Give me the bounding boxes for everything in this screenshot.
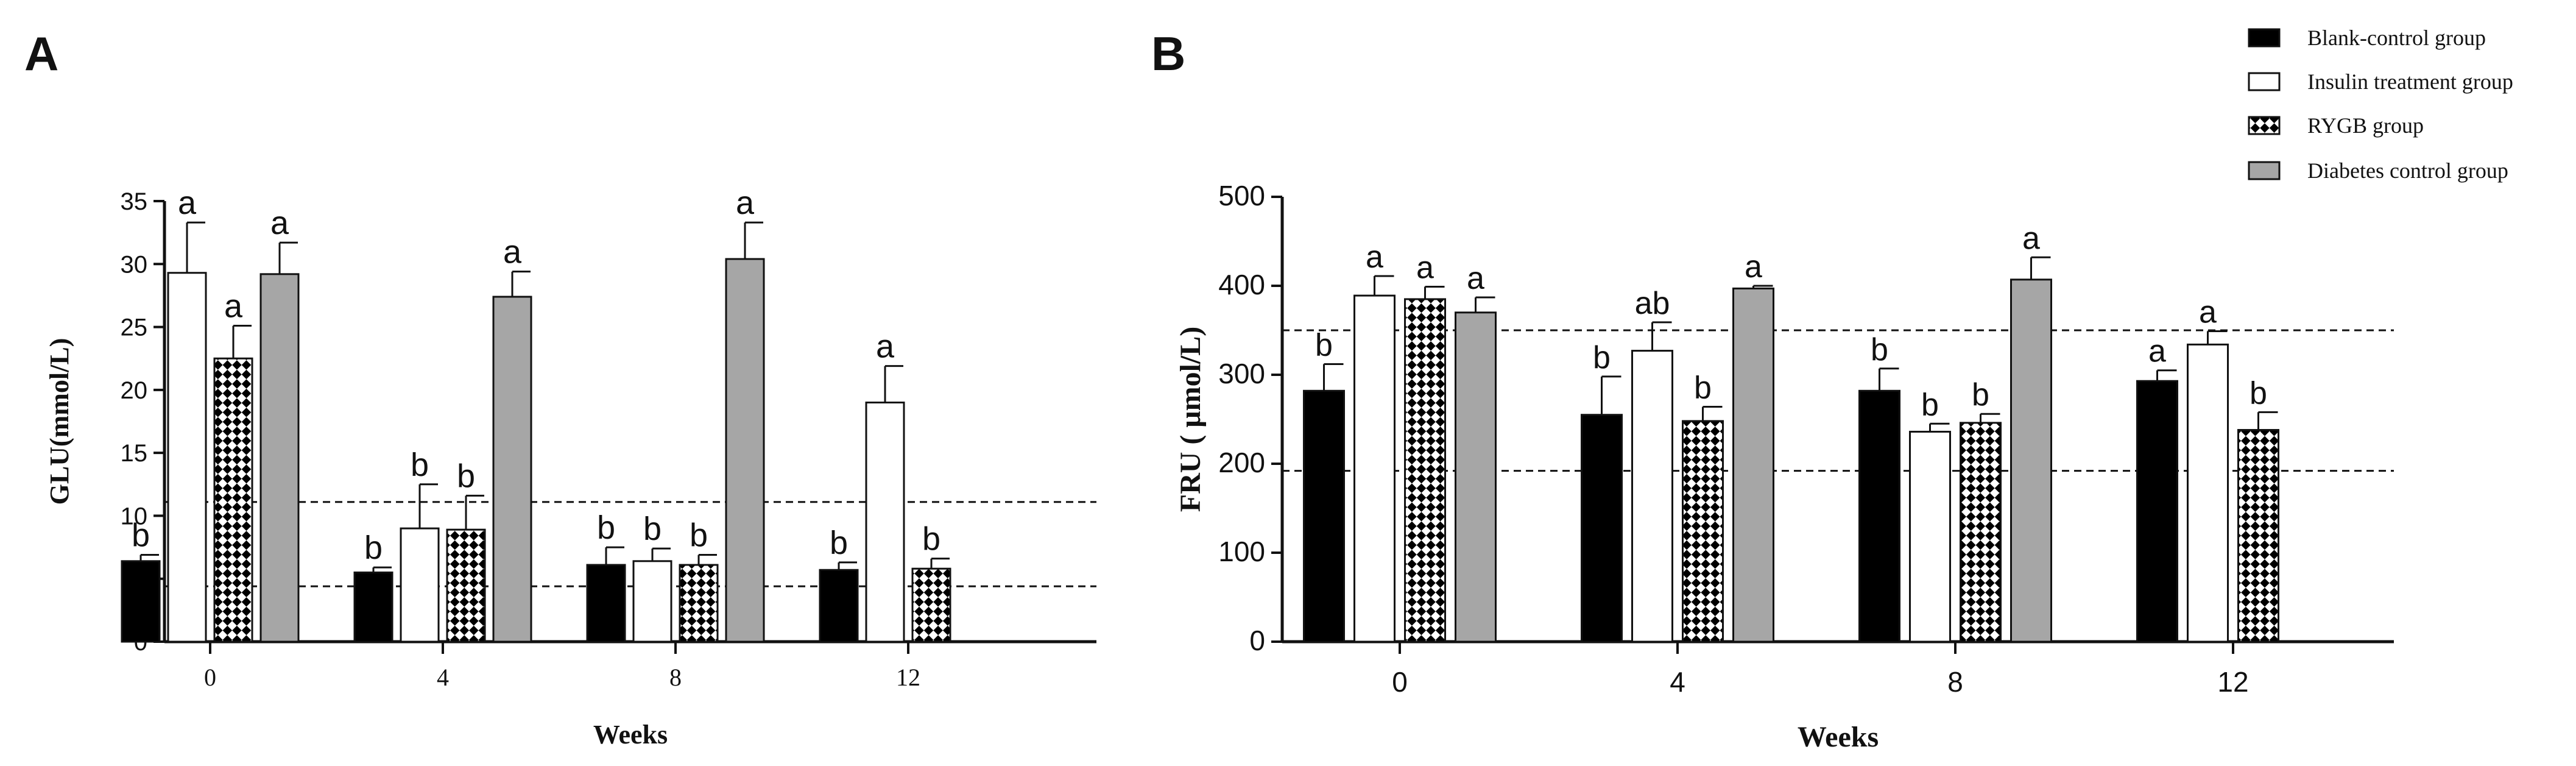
glu-significance-label: b xyxy=(597,509,615,546)
glu-significance-label: a xyxy=(503,234,522,271)
glu-bar-blank xyxy=(353,571,393,643)
glu-significance-label: b xyxy=(830,525,848,561)
legend-label-diabetes: Diabetes control group xyxy=(2307,158,2508,183)
fru-bar-rygb xyxy=(1404,298,1446,643)
fru-x-tick-label: 4 xyxy=(1670,666,1685,698)
glu-significance-label: b xyxy=(690,517,708,553)
panel-letter-a: A xyxy=(24,27,58,80)
glu-x-tick-label: 4 xyxy=(437,664,449,691)
glu-x-tick-label: 8 xyxy=(669,664,682,691)
glu-bar-insulin xyxy=(865,402,905,643)
glu-bar-blank xyxy=(819,569,859,643)
fru-x-tick-label: 0 xyxy=(1392,666,1408,698)
glu-bar-diabetes xyxy=(492,296,532,643)
fru-significance-label: b xyxy=(1593,340,1611,375)
glu-significance-label: b xyxy=(411,447,429,483)
fru-bar-insulin xyxy=(1353,294,1396,643)
glu-significance-label: b xyxy=(457,458,475,494)
fru-bar-insulin xyxy=(2187,343,2229,643)
fru-significance-label: a xyxy=(1745,249,1762,285)
glu-bar-insulin xyxy=(632,560,672,643)
glu-significance-label: a xyxy=(270,205,289,241)
legend-swatch-insulin xyxy=(2248,72,2281,91)
glu-bar-diabetes xyxy=(259,273,300,643)
glu-significance-label: b xyxy=(922,521,940,558)
glu-significance-label: b xyxy=(643,511,662,547)
glu-y-tick-label: 35 xyxy=(121,188,148,215)
legend-swatch-blank xyxy=(2248,28,2281,48)
glu-y-tick-label: 30 xyxy=(121,251,148,278)
fru-bar-rygb xyxy=(2237,429,2279,643)
fru-bar-diabetes xyxy=(1732,287,1774,643)
glu-significance-label: a xyxy=(736,185,755,221)
fru-x-tick-label: 12 xyxy=(2217,666,2248,698)
fru-y-tick-label: 100 xyxy=(1218,536,1265,567)
fru-bar-insulin xyxy=(1909,430,1951,643)
glu-significance-label: a xyxy=(178,185,197,221)
fru-significance-label: a xyxy=(1416,250,1434,285)
fru-x-tick-label: 8 xyxy=(1947,666,1963,698)
legend: Blank-control group Insulin treatment gro… xyxy=(2248,26,2513,183)
glu-y-tick-label: 15 xyxy=(121,440,148,467)
fru-bar-rygb xyxy=(1960,422,2002,643)
fru-significance-label: b xyxy=(1694,371,1712,406)
fru-bar-diabetes xyxy=(2010,278,2052,643)
fru-bar-blank xyxy=(1581,414,1623,643)
glu-chart: 05101520253035GLU(mmol/L)Weeks0baaa4bbba… xyxy=(44,185,1096,750)
legend-swatch-rygb xyxy=(2248,116,2281,135)
glu-significance-label: b xyxy=(132,517,150,553)
fru-significance-label: a xyxy=(1366,239,1383,275)
fru-significance-label: a xyxy=(2148,334,2166,369)
glu-y-axis-title: GLU(mmol/L) xyxy=(44,338,74,505)
legend-label-blank: Blank-control group xyxy=(2307,26,2486,50)
fru-significance-label: a xyxy=(2199,294,2217,330)
fru-significance-label: ab xyxy=(1635,286,1670,321)
fru-bar-insulin xyxy=(1631,350,1673,643)
glu-bar-insulin xyxy=(167,272,207,643)
fru-bar-blank xyxy=(1303,389,1345,643)
fru-y-axis-title: FRU ( μmol/L) xyxy=(1174,327,1207,512)
legend-label-insulin: Insulin treatment group xyxy=(2307,69,2513,94)
glu-bar-rygb xyxy=(446,528,486,643)
fru-significance-label: b xyxy=(1871,332,1888,367)
fru-significance-label: b xyxy=(1972,377,1989,413)
fru-significance-label: b xyxy=(2250,375,2267,411)
fru-bar-rygb xyxy=(1682,420,1724,643)
fru-significance-label: a xyxy=(1467,261,1484,296)
glu-bar-rygb xyxy=(911,567,951,643)
glu-bar-insulin xyxy=(400,527,440,643)
fru-x-axis-title: Weeks xyxy=(1798,721,1879,753)
glu-significance-label: b xyxy=(364,530,383,566)
legend-swatch-diabetes xyxy=(2248,161,2281,180)
fru-significance-label: a xyxy=(2022,221,2040,256)
fru-y-tick-label: 500 xyxy=(1218,180,1265,211)
legend-label-rygb: RYGB group xyxy=(2307,113,2424,138)
fru-significance-label: b xyxy=(1315,327,1333,363)
glu-bar-blank xyxy=(586,564,626,643)
glu-significance-label: a xyxy=(876,328,895,365)
glu-y-tick-label: 25 xyxy=(121,314,148,341)
fru-significance-label: b xyxy=(1921,387,1939,422)
panel-letter-b: B xyxy=(1151,27,1185,80)
glu-y-tick-label: 10 xyxy=(121,503,148,530)
fru-y-tick-label: 0 xyxy=(1249,625,1265,656)
fru-bar-diabetes xyxy=(1455,311,1497,643)
glu-x-tick-label: 0 xyxy=(204,664,216,691)
glu-bar-blank xyxy=(121,560,161,643)
glu-bar-rygb xyxy=(213,357,253,643)
fru-bar-blank xyxy=(1858,389,1900,643)
glu-x-tick-label: 12 xyxy=(896,664,920,691)
fru-y-tick-label: 400 xyxy=(1218,269,1265,300)
fru-y-tick-label: 300 xyxy=(1218,358,1265,389)
glu-significance-label: a xyxy=(224,288,243,325)
fru-y-tick-label: 200 xyxy=(1218,447,1265,478)
glu-bar-diabetes xyxy=(725,258,765,643)
fru-bar-blank xyxy=(2136,380,2178,643)
glu-bar-rygb xyxy=(679,564,719,643)
glu-x-axis-title: Weeks xyxy=(593,720,668,750)
glu-y-tick-label: 20 xyxy=(121,377,148,404)
